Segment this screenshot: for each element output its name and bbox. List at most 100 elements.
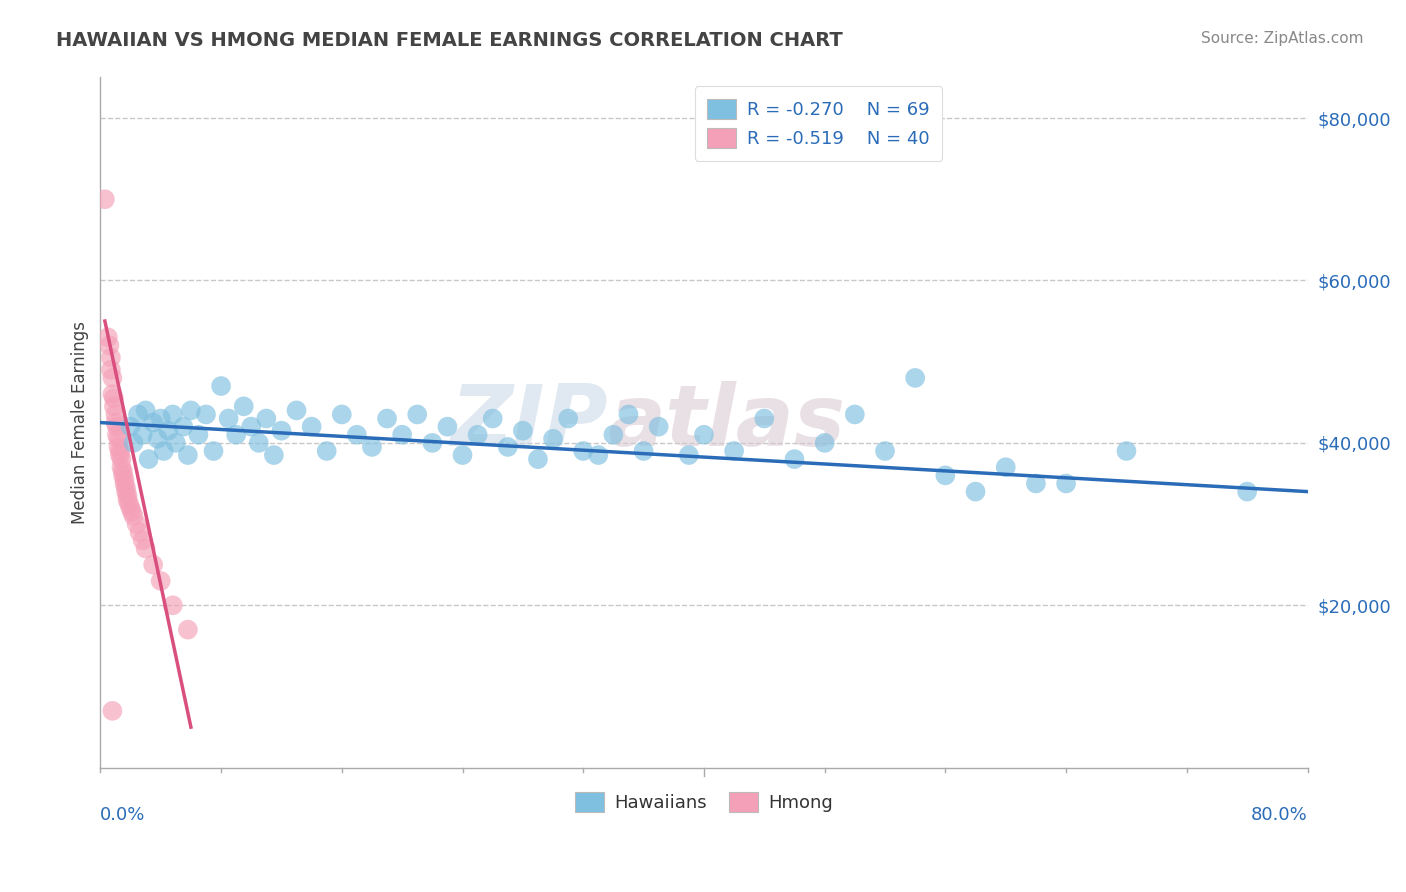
Point — [138, 452, 160, 467]
Point — [814, 435, 837, 450]
Point — [135, 541, 157, 556]
Point — [107, 432, 129, 446]
Point — [346, 427, 368, 442]
Point — [934, 468, 956, 483]
Point — [263, 448, 285, 462]
Point — [146, 432, 169, 446]
Point — [254, 411, 277, 425]
Point — [451, 448, 474, 462]
Point — [172, 419, 194, 434]
Point — [97, 330, 120, 344]
Point — [142, 416, 165, 430]
Point — [142, 558, 165, 572]
Point — [481, 411, 503, 425]
Point — [187, 427, 209, 442]
Point — [232, 400, 254, 414]
Point — [240, 419, 263, 434]
Point — [165, 435, 187, 450]
Point — [873, 444, 896, 458]
Point — [588, 448, 610, 462]
Legend: Hawaiians, Hmong: Hawaiians, Hmong — [565, 783, 842, 821]
Point — [125, 517, 148, 532]
Text: HAWAIIAN VS HMONG MEDIAN FEMALE EARNINGS CORRELATION CHART: HAWAIIAN VS HMONG MEDIAN FEMALE EARNINGS… — [56, 31, 844, 50]
Point — [120, 419, 142, 434]
Point — [965, 484, 987, 499]
Point — [572, 444, 595, 458]
Point — [527, 452, 550, 467]
Point — [122, 508, 145, 523]
Point — [118, 497, 141, 511]
Point — [1115, 444, 1137, 458]
Point — [541, 432, 564, 446]
Point — [111, 468, 134, 483]
Point — [98, 338, 121, 352]
Point — [121, 505, 143, 519]
Point — [202, 444, 225, 458]
Point — [111, 464, 134, 478]
Point — [754, 411, 776, 425]
Point — [177, 448, 200, 462]
Point — [693, 427, 716, 442]
Point — [101, 387, 124, 401]
Text: 0.0%: 0.0% — [100, 805, 146, 823]
Text: ZIP: ZIP — [450, 381, 607, 464]
Point — [131, 533, 153, 548]
Point — [633, 444, 655, 458]
Point — [115, 481, 138, 495]
Point — [117, 489, 139, 503]
Point — [180, 403, 202, 417]
Point — [391, 427, 413, 442]
Point — [557, 411, 579, 425]
Point — [131, 427, 153, 442]
Point — [647, 419, 669, 434]
Point — [152, 444, 174, 458]
Point — [209, 379, 232, 393]
Text: Source: ZipAtlas.com: Source: ZipAtlas.com — [1201, 31, 1364, 46]
Point — [114, 472, 136, 486]
Point — [162, 408, 184, 422]
Point — [361, 440, 384, 454]
Point — [107, 440, 129, 454]
Point — [218, 411, 240, 425]
Point — [420, 435, 443, 450]
Point — [436, 419, 458, 434]
Point — [104, 416, 127, 430]
Point — [100, 363, 122, 377]
Point — [120, 500, 142, 515]
Point — [270, 424, 292, 438]
Point — [101, 704, 124, 718]
Point — [105, 419, 128, 434]
Point — [301, 419, 323, 434]
Point — [110, 460, 132, 475]
Y-axis label: Median Female Earnings: Median Female Earnings — [72, 321, 89, 524]
Point — [512, 424, 534, 438]
Point — [114, 476, 136, 491]
Point — [375, 411, 398, 425]
Point — [103, 391, 125, 405]
Point — [149, 411, 172, 425]
Text: atlas: atlas — [607, 381, 845, 464]
Point — [994, 460, 1017, 475]
Point — [678, 448, 700, 462]
Point — [127, 408, 149, 422]
Point — [162, 599, 184, 613]
Point — [602, 427, 624, 442]
Point — [1025, 476, 1047, 491]
Point — [122, 435, 145, 450]
Point — [723, 444, 745, 458]
Point — [195, 408, 218, 422]
Point — [467, 427, 489, 442]
Point — [94, 192, 117, 206]
Point — [617, 408, 640, 422]
Point — [108, 448, 131, 462]
Point — [1054, 476, 1077, 491]
Point — [225, 427, 247, 442]
Point — [115, 484, 138, 499]
Point — [105, 427, 128, 442]
Point — [110, 452, 132, 467]
Text: 80.0%: 80.0% — [1251, 805, 1308, 823]
Point — [330, 408, 353, 422]
Point — [128, 525, 150, 540]
Point — [844, 408, 866, 422]
Point — [104, 408, 127, 422]
